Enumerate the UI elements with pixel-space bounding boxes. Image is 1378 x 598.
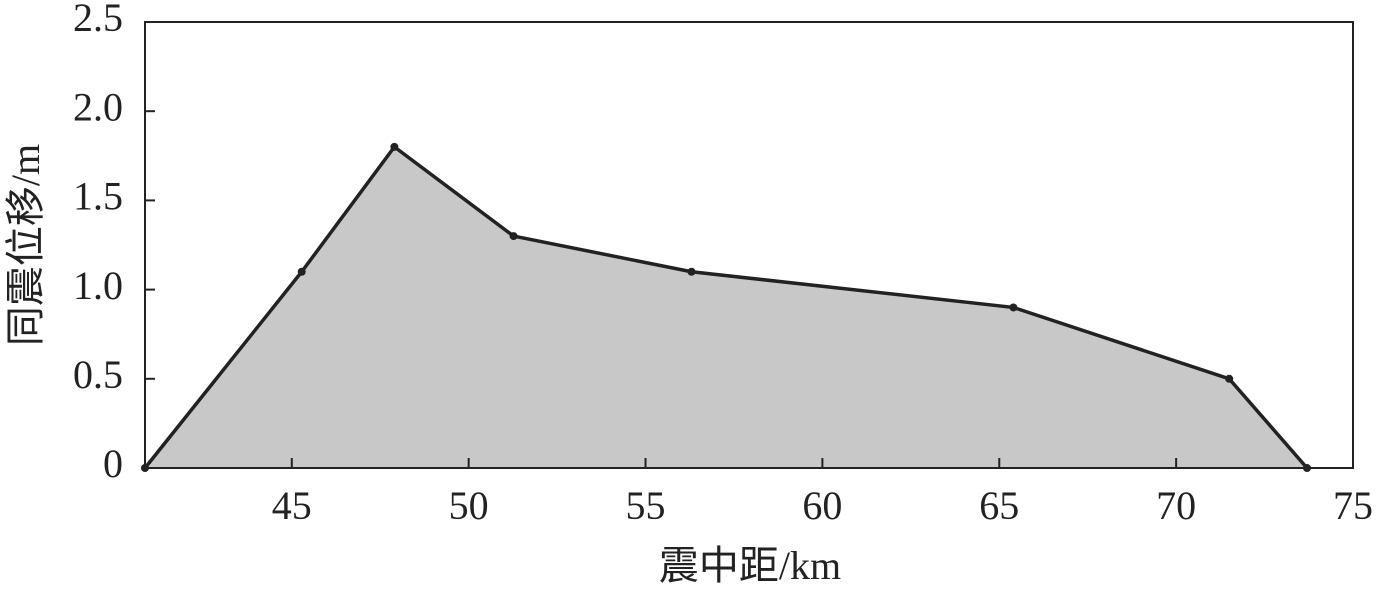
y-axis-label: 同震位移/m (3, 144, 48, 346)
x-tick-label: 45 (272, 483, 312, 528)
y-tick-label: 2.5 (73, 0, 123, 40)
line (143, 145, 1309, 470)
y-tick-label: 0 (103, 441, 123, 486)
x-axis-label: 震中距/km (659, 543, 841, 588)
x-tick-label: 55 (626, 483, 666, 528)
x-tick-label: 70 (1156, 483, 1196, 528)
y-tick-label: 0.5 (73, 352, 123, 397)
x-tick-label: 65 (979, 483, 1019, 528)
point (509, 232, 518, 241)
plot-frame (144, 21, 1354, 469)
x-tick-label: 60 (802, 483, 842, 528)
x-tick-label: 75 (1333, 483, 1373, 528)
y-tick-label: 1.0 (73, 263, 123, 308)
point (1225, 374, 1234, 383)
point (297, 267, 306, 276)
point (687, 267, 696, 276)
y-tick-label: 1.5 (73, 174, 123, 219)
point (390, 142, 399, 151)
area (145, 146, 1308, 468)
y-tick-label: 2.0 (73, 84, 123, 129)
x-tick-label: 50 (449, 483, 489, 528)
point (1009, 303, 1018, 312)
